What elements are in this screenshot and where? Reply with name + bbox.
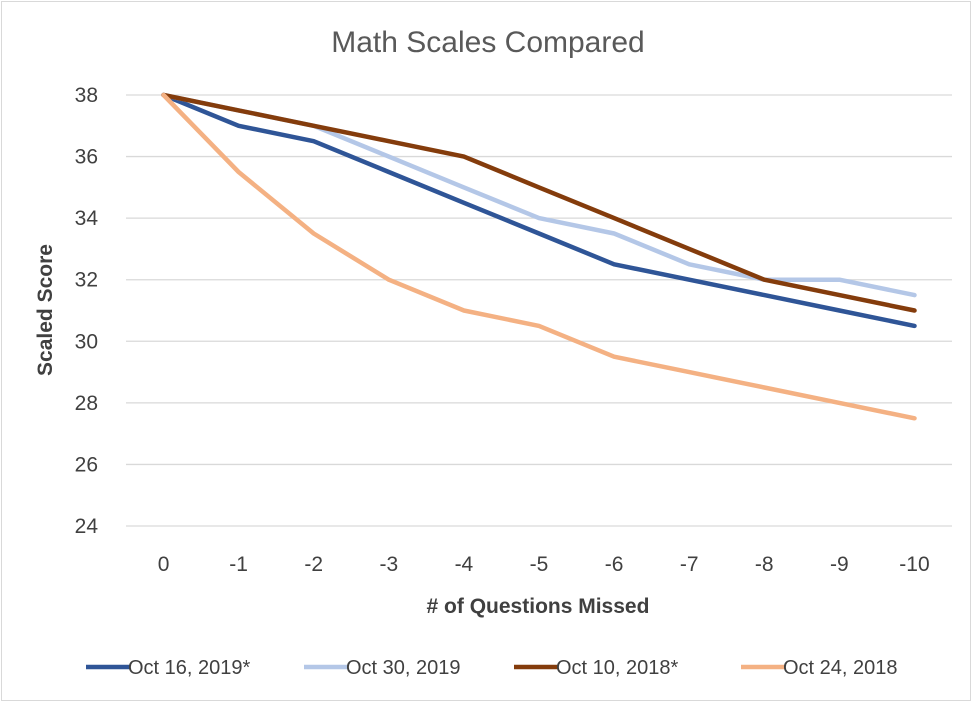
x-tick-label: -3 (379, 553, 398, 576)
series-line-3 (161, 92, 917, 313)
x-tick-label: -9 (830, 553, 849, 576)
legend-label: Oct 16, 2019* (128, 657, 251, 679)
series-line-4 (161, 92, 917, 421)
legend-label: Oct 10, 2018* (556, 657, 679, 679)
y-tick-label: 28 (75, 392, 98, 415)
chart-title: Math Scales Compared (331, 26, 644, 59)
gridlines (126, 94, 952, 527)
x-tick-label: -7 (680, 553, 699, 576)
x-tick-label: -2 (304, 553, 323, 576)
y-tick-label: 26 (75, 453, 98, 476)
x-tick-label: -6 (605, 553, 624, 576)
legend-label: Oct 30, 2019 (346, 657, 461, 679)
x-tick-label: -8 (755, 553, 774, 576)
x-tick-label: -1 (229, 553, 248, 576)
series-line-1 (161, 92, 917, 329)
y-tick-label: 36 (75, 146, 98, 169)
x-tick-label: 0 (158, 553, 170, 576)
y-tick-label: 34 (75, 207, 99, 230)
series-lines (161, 92, 917, 421)
x-tick-labels: 0 -1 -2 -3 -4 -5 -6 -7 -8 -9 -10 (158, 553, 930, 576)
x-tick-label: -10 (899, 553, 929, 576)
x-axis-label: # of Questions Missed (427, 595, 650, 618)
x-tick-label: -4 (455, 553, 474, 576)
y-tick-label: 24 (75, 515, 99, 538)
legend: Oct 16, 2019* Oct 30, 2019 Oct 10, 2018* Oc… (86, 657, 898, 679)
y-tick-labels: 24 26 28 30 32 34 36 38 (75, 84, 99, 538)
y-tick-label: 38 (75, 84, 98, 107)
legend-label: Oct 24, 2018 (783, 657, 898, 679)
y-axis-label: Scaled Score (34, 244, 57, 376)
y-tick-label: 30 (75, 330, 98, 353)
series-line-2 (161, 92, 917, 298)
y-tick-label: 32 (75, 269, 98, 292)
x-tick-label: -5 (530, 553, 549, 576)
